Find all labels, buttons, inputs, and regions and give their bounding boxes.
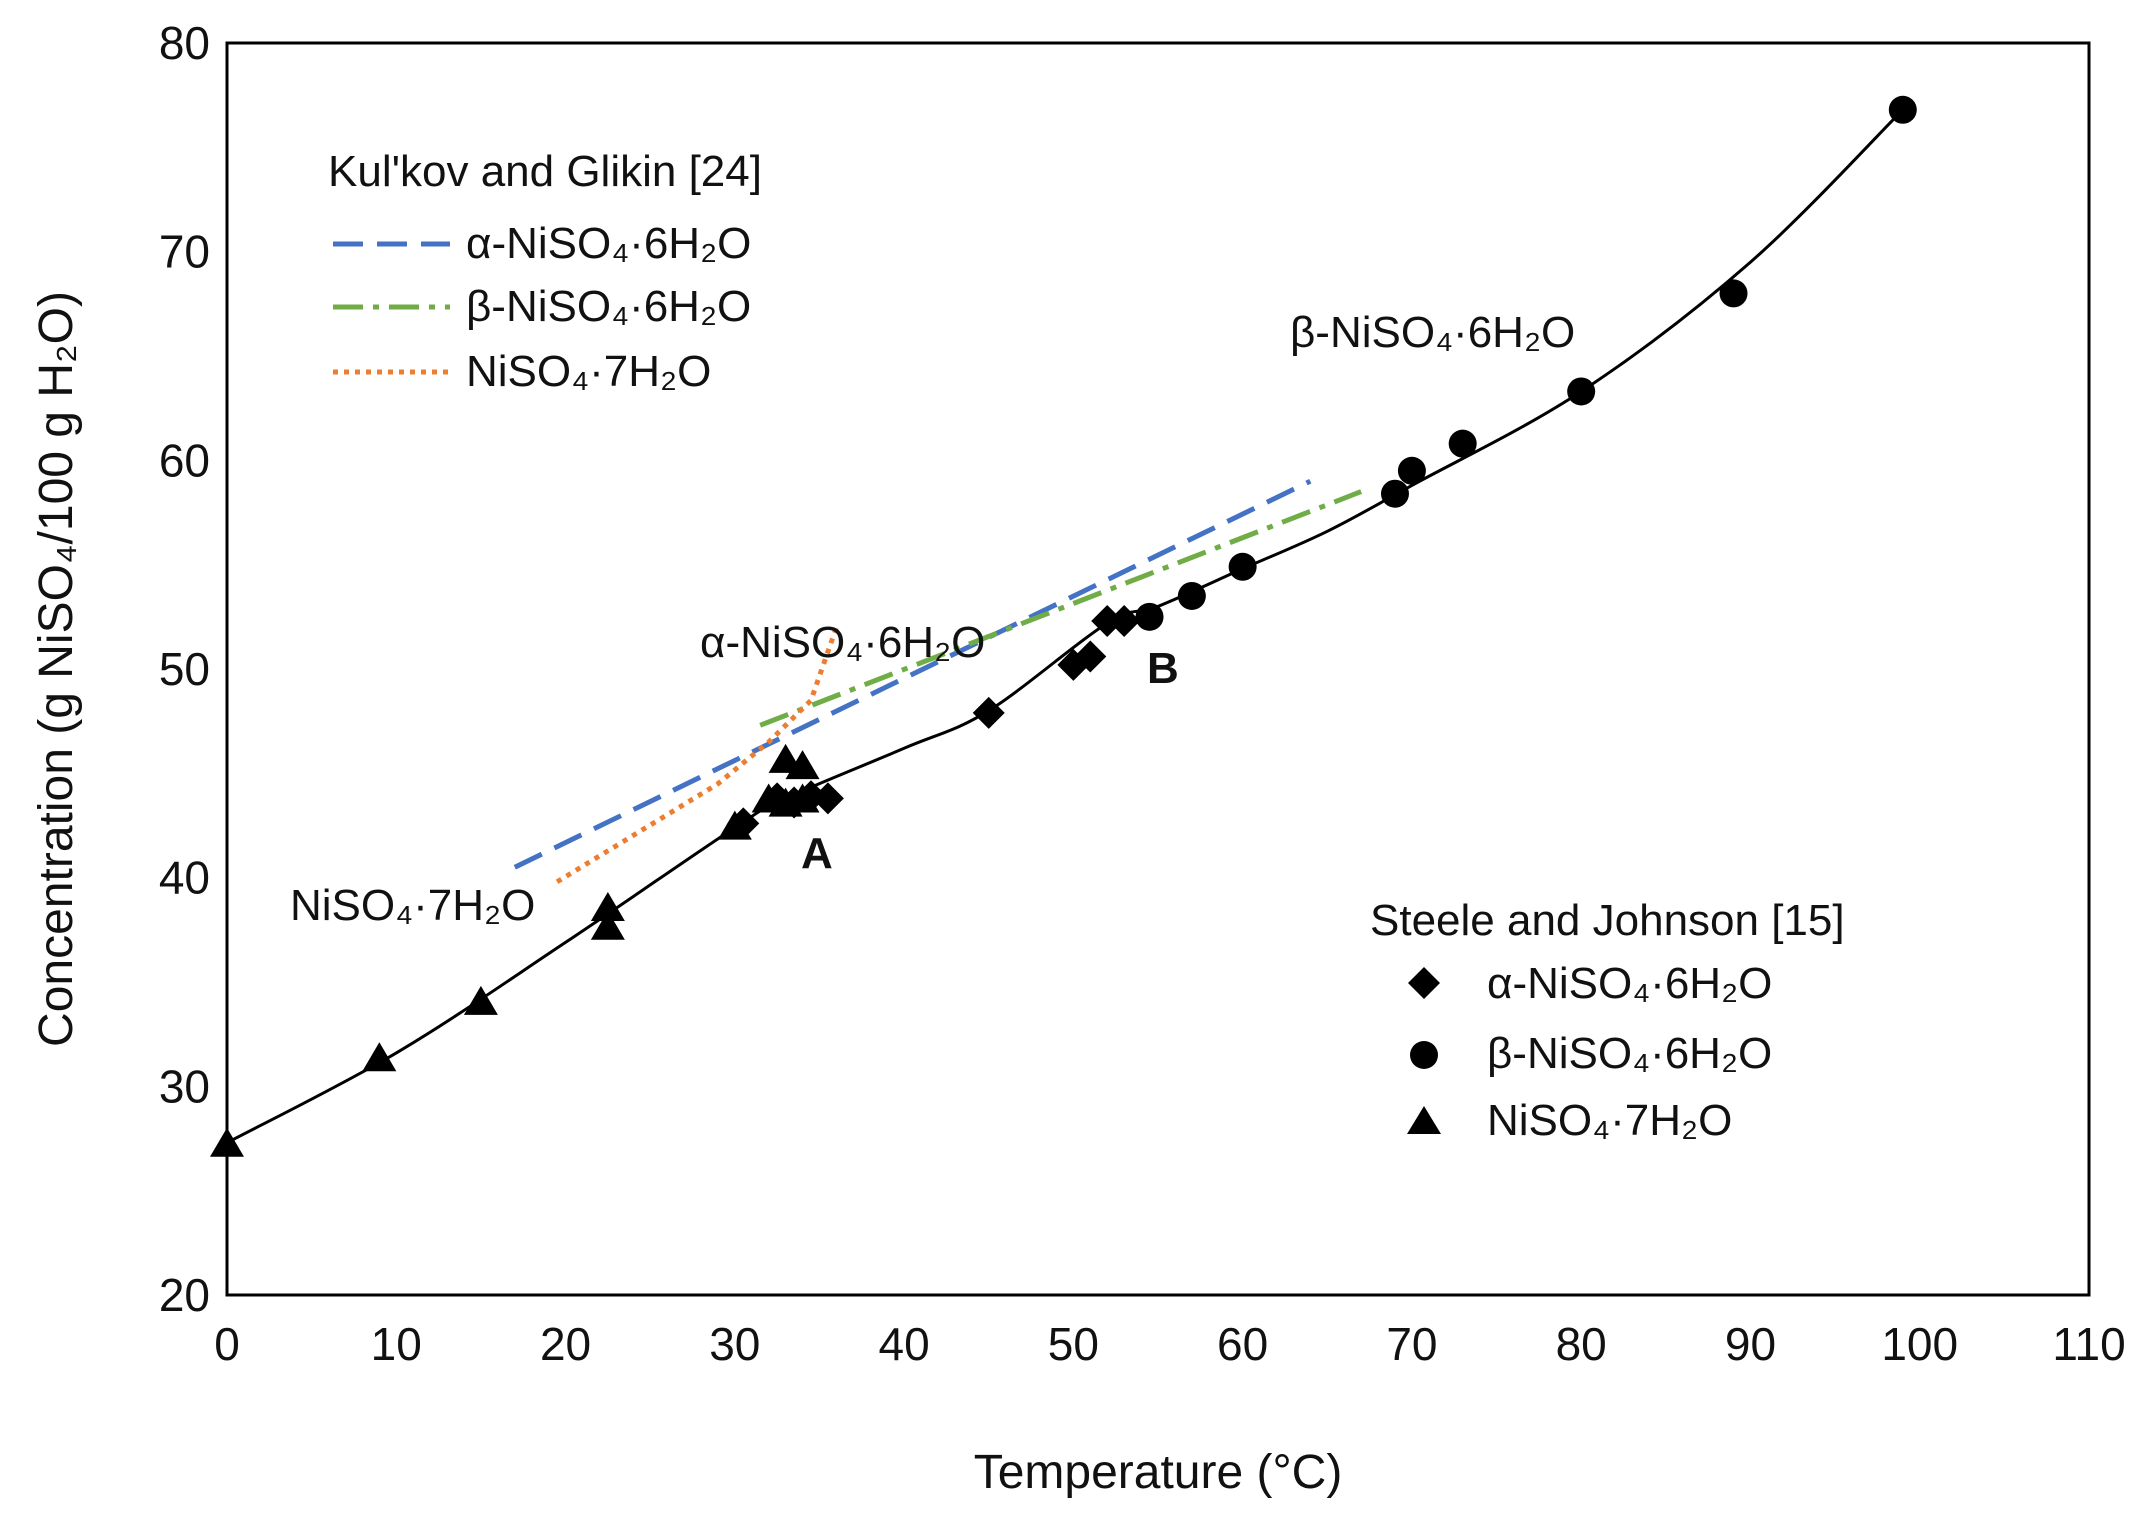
- legend-steele-alpha-label: α-NiSO₄·6H₂O: [1487, 959, 1772, 1008]
- annotation-hepta-phase: NiSO₄·7H₂O: [290, 881, 535, 930]
- y-tick-label: 50: [159, 643, 210, 695]
- legend-steele-diamond-icon: [1408, 967, 1440, 999]
- legend-steele: Steele and Johnson [15] α-NiSO₄·6H₂O β-N…: [1370, 896, 1845, 1145]
- circle-marker: [1177, 581, 1206, 610]
- y-tick-label: 80: [159, 17, 210, 69]
- x-tick-labels: 0 10 20 30 40 50 60 70 80 90 100 110: [214, 1318, 2125, 1370]
- triangle-marker: [590, 891, 625, 921]
- kulkov-series-line-dashdot: [759, 489, 1363, 728]
- x-tick-label: 10: [371, 1318, 422, 1370]
- x-tick-label: 0: [214, 1318, 240, 1370]
- x-tick-label: 30: [709, 1318, 760, 1370]
- y-axis-title: Concentration (g NiSO₄/100 g H₂O): [30, 291, 83, 1047]
- y-tick-label: 70: [159, 226, 210, 278]
- kulkov-lines: [513, 478, 1363, 884]
- circle-marker: [1448, 429, 1477, 458]
- circle-marker: [1397, 456, 1426, 485]
- x-tick-label: 80: [1556, 1318, 1607, 1370]
- triangle-marker: [590, 910, 625, 940]
- triangle-marker: [362, 1042, 397, 1072]
- triangle-marker: [210, 1127, 244, 1157]
- annotation-alpha-phase: α-NiSO₄·6H₂O: [700, 618, 985, 667]
- legend-steele-circle-icon: [1410, 1041, 1438, 1069]
- kulkov-series-line-dashed: [513, 478, 1312, 870]
- legend-kulkov: Kul'kov and Glikin [24] α-NiSO₄·6H₂O β-N…: [328, 147, 762, 396]
- x-tick-label: 110: [2052, 1318, 2125, 1370]
- circle-marker: [1888, 95, 1917, 124]
- legend-steele-title: Steele and Johnson [15]: [1370, 896, 1845, 945]
- x-axis-title: Temperature (°C): [974, 1446, 1343, 1499]
- x-tick-label: 90: [1725, 1318, 1776, 1370]
- y-tick-label: 20: [159, 1269, 210, 1321]
- plot-frame: [225, 41, 2091, 1297]
- circle-marker: [1567, 377, 1596, 406]
- diamond-marker: [1091, 605, 1124, 638]
- triangle-marker: [785, 783, 820, 813]
- kulkov-series-line-dotted: [555, 626, 839, 884]
- diamond-marker: [811, 782, 844, 815]
- legend-kulkov-hepta-label: NiSO₄·7H₂O: [466, 347, 711, 396]
- legend-steele-beta-label: β-NiSO₄·6H₂O: [1487, 1029, 1772, 1078]
- x-tick-label: 60: [1217, 1318, 1268, 1370]
- x-tick-label: 70: [1386, 1318, 1437, 1370]
- legend-steele-triangle-icon: [1407, 1106, 1441, 1134]
- circle-marker: [1135, 602, 1164, 631]
- diamond-marker: [1108, 605, 1141, 638]
- y-tick-labels: 20 30 40 50 60 70 80: [159, 17, 210, 1321]
- legend-kulkov-beta-label: β-NiSO₄·6H₂O: [466, 282, 751, 331]
- x-tick-label: 40: [879, 1318, 930, 1370]
- triangle-marker: [463, 985, 498, 1015]
- legend-kulkov-alpha-label: α-NiSO₄·6H₂O: [466, 219, 751, 268]
- circle-marker: [1228, 552, 1257, 581]
- y-tick-label: 60: [159, 434, 210, 486]
- x-tick-label: 100: [1881, 1318, 1958, 1370]
- legend-kulkov-title: Kul'kov and Glikin [24]: [328, 147, 762, 196]
- y-tick-label: 30: [159, 1060, 210, 1112]
- triangle-marker: [717, 810, 752, 840]
- annotation-beta-phase: β-NiSO₄·6H₂O: [1290, 308, 1575, 357]
- legend-steele-hepta-label: NiSO₄·7H₂O: [1487, 1096, 1732, 1145]
- x-tick-label: 20: [540, 1318, 591, 1370]
- diamond-marker: [1074, 640, 1107, 673]
- circle-marker: [1380, 479, 1409, 508]
- annotation-point-a: A: [801, 829, 833, 878]
- diamond-marker: [972, 696, 1005, 729]
- y-tick-label: 40: [159, 852, 210, 904]
- circle-marker: [1719, 279, 1748, 308]
- annotation-point-b: B: [1147, 644, 1179, 693]
- data-markers: [210, 95, 1917, 1157]
- x-tick-label: 50: [1048, 1318, 1099, 1370]
- triangle-marker: [785, 750, 820, 780]
